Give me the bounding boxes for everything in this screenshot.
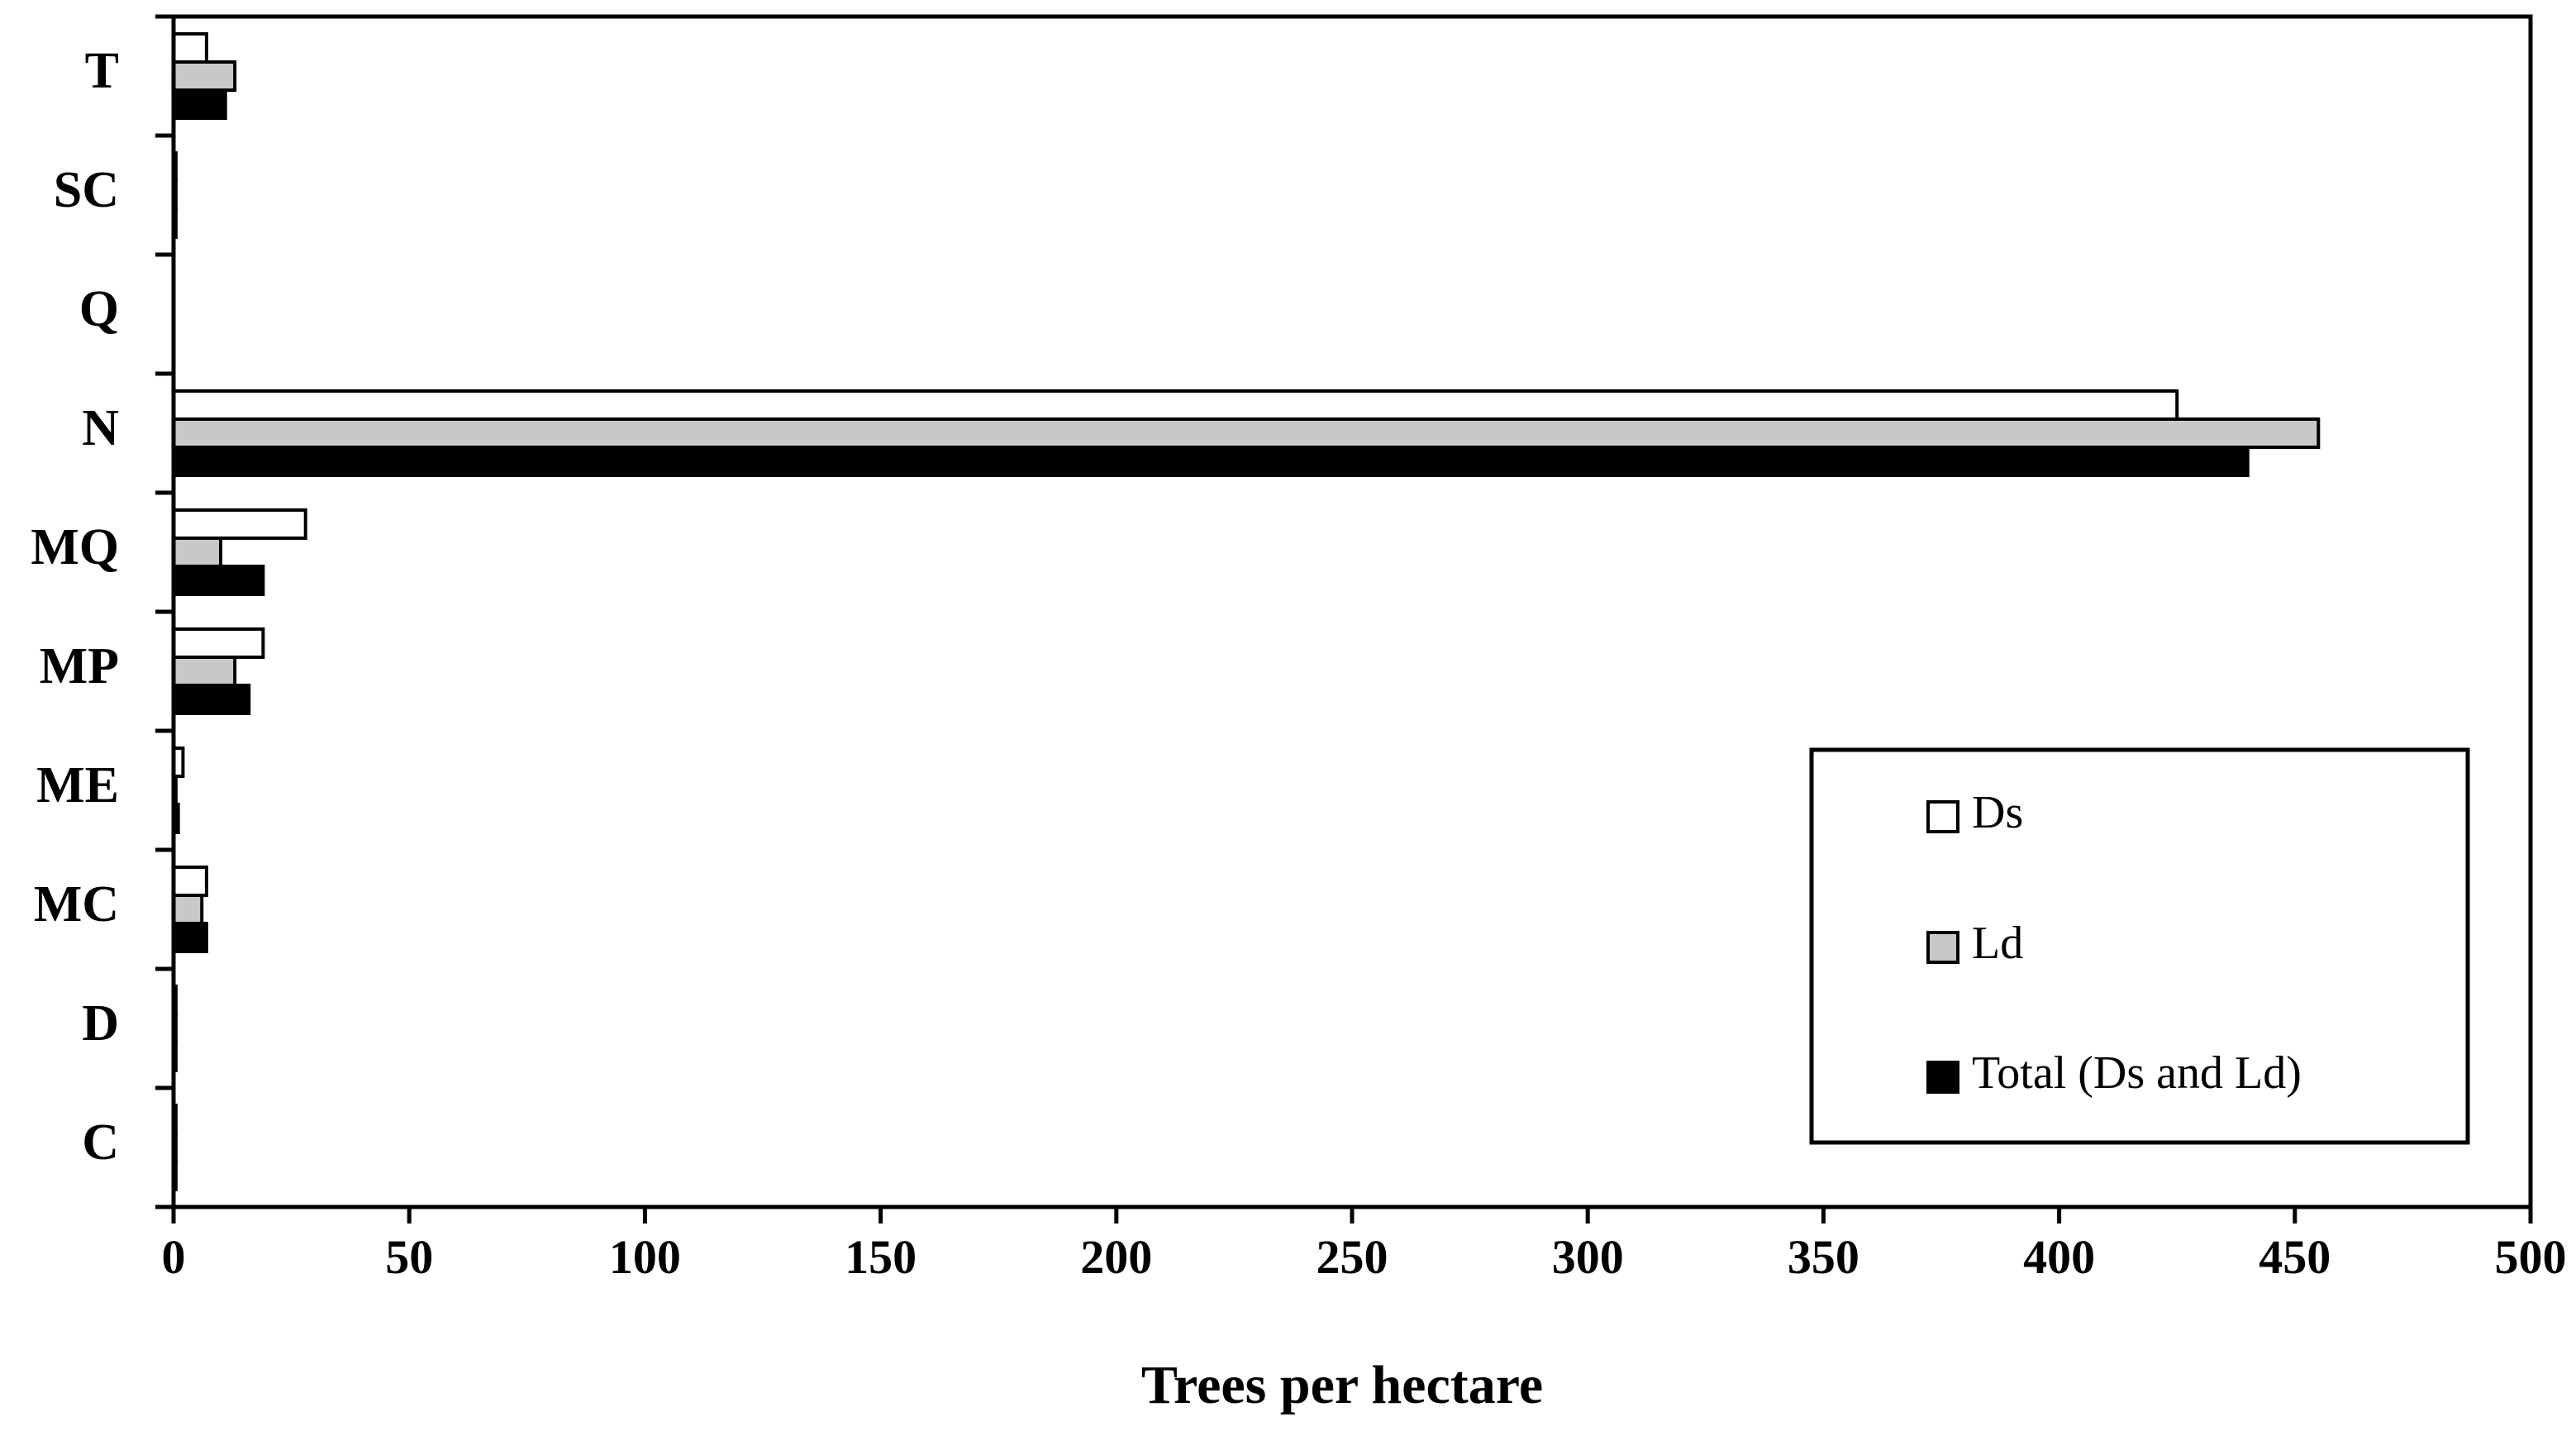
bar-t-total-ds-and-ld: [172, 88, 227, 120]
bar-mp-total-ds-and-ld: [172, 684, 251, 715]
bar-t-ld: [172, 60, 237, 92]
bar-mp-ds: [172, 627, 265, 659]
bar-mq-ds: [172, 508, 307, 540]
x-tick-label-350: 350: [1788, 1230, 1859, 1284]
x-tick-label-300: 300: [1552, 1230, 1624, 1284]
y-axis: T SC Q N MQ MP ME MC D C: [31, 14, 176, 1209]
x-axis: 0 50 100 150 200 250 300 350 400 450 500: [162, 1204, 2567, 1284]
bar-mc-total-ds-and-ld: [172, 922, 208, 953]
legend-label-total-ds-and-ld: Total (Ds and Ld): [1972, 1047, 2302, 1099]
x-tick-label-200: 200: [1080, 1230, 1152, 1284]
bar-n-ld: [172, 417, 2321, 449]
bar-n-ds: [172, 389, 2179, 421]
x-tick-label-100: 100: [609, 1230, 681, 1284]
legend-swatch-ld: [1926, 931, 1959, 964]
category-label-q: Q: [79, 281, 119, 337]
bar-mc-ds: [172, 866, 208, 897]
category-label-mp: MP: [40, 638, 119, 694]
category-label-t: T: [85, 43, 119, 99]
bar-mc-ld: [172, 894, 204, 925]
x-axis-title: Trees per hectare: [1141, 1355, 1543, 1415]
category-label-mc: MC: [34, 876, 119, 933]
category-label-me: ME: [36, 757, 119, 813]
x-tick-label-0: 0: [162, 1230, 186, 1284]
x-tick-label-500: 500: [2495, 1230, 2567, 1284]
category-label-d: D: [82, 995, 119, 1052]
category-label-sc: SC: [54, 162, 119, 218]
x-tick-label-250: 250: [1317, 1230, 1388, 1284]
x-tick-label-450: 450: [2259, 1230, 2331, 1284]
bar-mq-total-ds-and-ld: [172, 565, 265, 596]
bar-t-ds: [172, 32, 208, 64]
legend-box: [1809, 747, 2470, 1145]
x-tick-label-50: 50: [385, 1230, 433, 1284]
bar-mp-ld: [172, 656, 237, 687]
legend-swatch-total-ds-and-ld: [1926, 1061, 1959, 1094]
bar-n-total-ds-and-ld: [172, 446, 2250, 477]
bars-group: [172, 32, 2321, 1191]
category-label-c: C: [82, 1114, 119, 1171]
legend: Ds Ld Total (Ds and Ld): [1809, 747, 2470, 1145]
x-tick-label-400: 400: [2023, 1230, 2095, 1284]
legend-swatch-ds: [1926, 800, 1959, 833]
category-label-n: N: [82, 400, 119, 456]
legend-label-ld: Ld: [1972, 918, 2023, 969]
legend-label-ds: Ds: [1972, 787, 2023, 838]
category-label-mq: MQ: [31, 519, 119, 575]
x-tick-label-150: 150: [845, 1230, 917, 1284]
bar-mq-ld: [172, 537, 223, 568]
